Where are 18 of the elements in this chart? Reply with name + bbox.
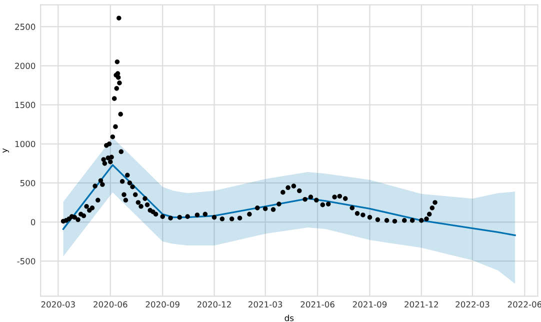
x-tick-label: 2021-03 [248,301,282,308]
x-tick-label: 2020-09 [146,301,180,308]
x-axis-title: ds [284,314,294,322]
y-tick-label: -500 [17,258,36,264]
y-tick-label: 500 [20,180,36,186]
y-axis-title: y [2,148,9,153]
x-tick-label: 2021-12 [404,301,438,308]
x-tick-label: 2021-06 [300,301,334,308]
y-tick-label: 2500 [15,24,36,30]
x-tick-label: 2020-06 [94,301,128,308]
y-tick-label: 2000 [15,62,36,70]
x-tick-label: 2021-09 [352,301,387,308]
x-tick-label: 2022-03 [456,301,490,308]
y-tick-label: 1500 [15,102,36,108]
y-tick-label: 1000 [15,140,36,148]
y-tick-label: 0 [30,219,36,226]
x-tick-label: 2020-03 [41,301,75,308]
x-tick-label: 2020-12 [197,301,231,308]
